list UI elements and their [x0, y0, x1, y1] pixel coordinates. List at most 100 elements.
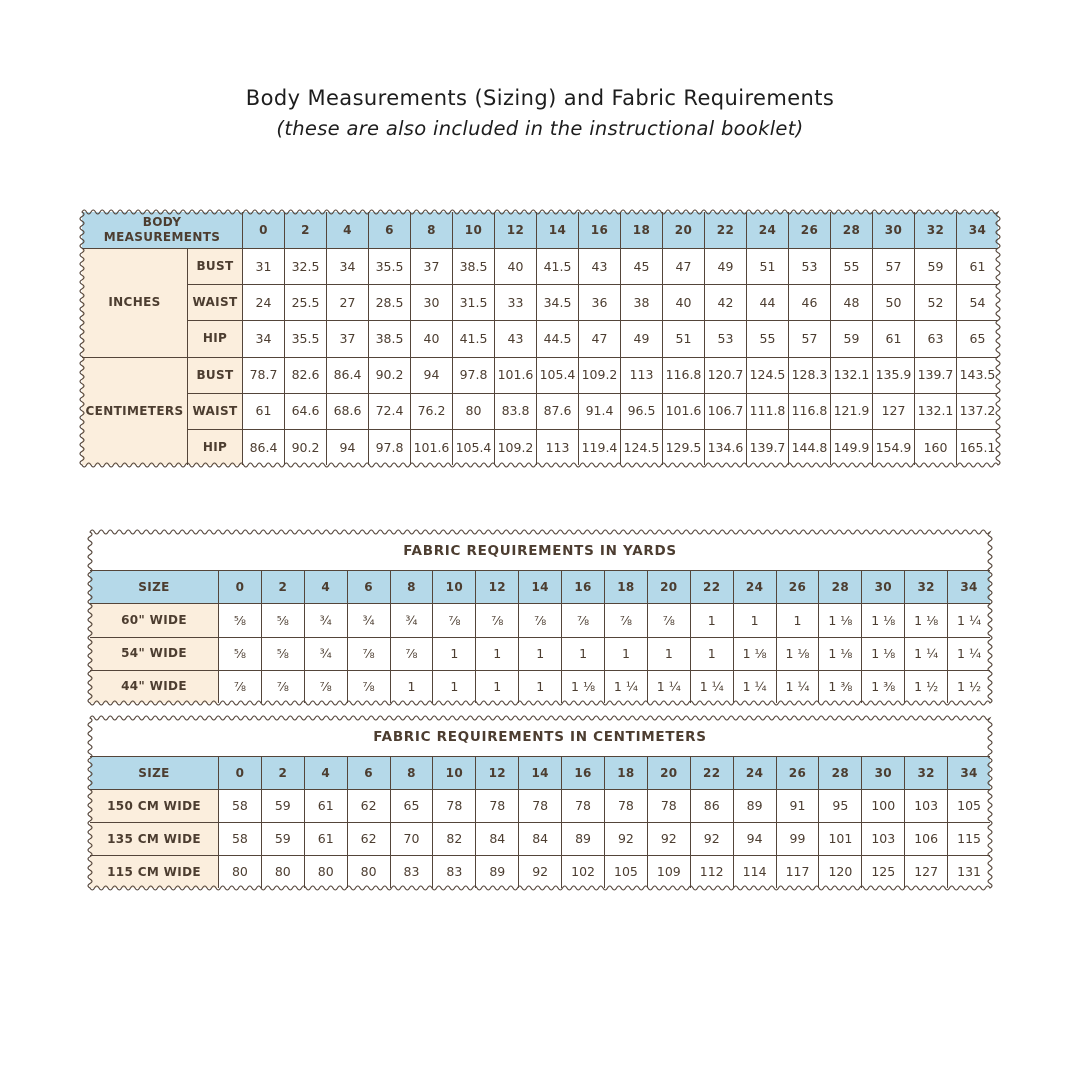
- measurement-value: 132.1: [914, 392, 956, 429]
- fabric-row-label: 135 CM WIDE: [90, 822, 218, 855]
- fabric-value: 1 ¼: [646, 669, 690, 703]
- size-header-cell: 10: [452, 212, 494, 249]
- measurement-value: 113: [536, 428, 578, 465]
- measurement-value: 33: [494, 284, 536, 321]
- measurement-value: 37: [326, 320, 368, 357]
- size-header-cell: 12: [475, 570, 519, 604]
- measurement-value: 134.6: [704, 428, 746, 465]
- fabric-value: 103: [904, 789, 948, 822]
- fabric-yards-grid: FABRIC REQUIREMENTS IN YARDS SIZE 0 2 4 6 8 10 1…: [90, 532, 990, 703]
- fabric-value: 101: [818, 822, 862, 855]
- unit-group-label: INCHES: [82, 248, 187, 357]
- fabric-value: ⅞: [346, 636, 390, 670]
- size-header-cell: 14: [518, 756, 562, 789]
- measurement-value: 28.5: [368, 284, 410, 321]
- fabric-value: 78: [561, 789, 604, 822]
- fabric-value: ⅞: [475, 603, 519, 637]
- size-header-cell: 22: [704, 212, 746, 249]
- measurement-value: 94: [410, 356, 452, 393]
- measurement-value: 124.5: [620, 428, 662, 465]
- size-header-cell: 28: [830, 212, 872, 249]
- fabric-value: 1 ¼: [904, 636, 948, 670]
- fabric-value: 84: [518, 822, 562, 855]
- fabric-value: 1 ¼: [689, 669, 733, 703]
- fabric-value: 95: [818, 789, 862, 822]
- measurement-value: 25.5: [284, 284, 326, 321]
- measurement-value: 91.4: [578, 392, 620, 429]
- size-header-cell: 24: [732, 570, 776, 604]
- measurement-value: 54: [956, 284, 998, 321]
- size-header-cell: 20: [646, 570, 690, 604]
- fabric-value: 1: [432, 669, 476, 703]
- size-header-cell: 32: [904, 570, 948, 604]
- fabric-value: 1: [389, 669, 433, 703]
- fabric-value: ⅝: [218, 636, 261, 670]
- fabric-value: 1 ¼: [947, 636, 990, 670]
- measurement-value: 35.5: [284, 320, 326, 357]
- measurement-value: 42: [704, 284, 746, 321]
- size-header-cell: 34: [947, 570, 990, 604]
- measurement-value: 68.6: [326, 392, 368, 429]
- measurement-value: 48: [830, 284, 872, 321]
- measurement-value: 59: [830, 320, 872, 357]
- measurement-value: 43: [494, 320, 536, 357]
- measurement-value: 64.6: [284, 392, 326, 429]
- measurement-value: 31: [242, 248, 284, 285]
- measurement-value: 34: [326, 248, 368, 285]
- measurement-value: 124.5: [746, 356, 788, 393]
- measurement-value: 55: [746, 320, 788, 357]
- measurement-value: 38.5: [368, 320, 410, 357]
- size-header-cell: 30: [861, 756, 905, 789]
- fabric-value: 61: [303, 822, 347, 855]
- measurement-value: 116.8: [788, 392, 830, 429]
- size-header-cell: 34: [956, 212, 998, 249]
- size-header-cell: 24: [732, 756, 776, 789]
- measurement-value: 49: [704, 248, 746, 285]
- size-header-cell: 16: [561, 570, 604, 604]
- fabric-row-label: 44" WIDE: [90, 669, 218, 703]
- fabric-value: 1: [689, 636, 733, 670]
- measure-row-label: WAIST: [187, 284, 242, 321]
- size-header-cell: 2: [260, 570, 304, 604]
- fabric-value: 83: [389, 855, 433, 888]
- fabric-value: 62: [346, 822, 390, 855]
- fabric-value: ⅞: [260, 669, 304, 703]
- fabric-value: ⅝: [260, 603, 304, 637]
- fabric-value: 92: [604, 822, 647, 855]
- measurement-value: 63: [914, 320, 956, 357]
- measurement-value: 41.5: [536, 248, 578, 285]
- measurement-value: 38: [620, 284, 662, 321]
- measurement-value: 44: [746, 284, 788, 321]
- measurement-value: 37: [410, 248, 452, 285]
- measurement-value: 101.6: [494, 356, 536, 393]
- measurement-value: 65: [956, 320, 998, 357]
- measurement-value: 154.9: [872, 428, 914, 465]
- fabric-value: ¾: [389, 603, 433, 637]
- size-header-cell: 14: [518, 570, 562, 604]
- size-header-cell: 0: [218, 570, 261, 604]
- fabric-value: 78: [475, 789, 519, 822]
- fabric-value: 92: [646, 822, 690, 855]
- size-header-cell: 22: [689, 756, 733, 789]
- measurement-value: 106.7: [704, 392, 746, 429]
- measurement-value: 30: [410, 284, 452, 321]
- fabric-value: ¾: [303, 636, 347, 670]
- fabric-value: 115: [947, 822, 990, 855]
- fabric-yards-table: FABRIC REQUIREMENTS IN YARDS SIZE 0 2 4 6 8 10 1…: [87, 529, 993, 706]
- fabric-value: 1: [775, 603, 819, 637]
- fabric-value: 83: [432, 855, 476, 888]
- measurement-value: 45: [620, 248, 662, 285]
- fabric-value: ⅞: [604, 603, 647, 637]
- fabric-value: 1 ½: [947, 669, 990, 703]
- fabric-value: 112: [689, 855, 733, 888]
- size-header-cell: 26: [775, 570, 819, 604]
- measure-row-label: BUST: [187, 248, 242, 285]
- size-header-cell: 26: [788, 212, 830, 249]
- measurement-value: 139.7: [914, 356, 956, 393]
- measurement-value: 36: [578, 284, 620, 321]
- fabric-value: 105: [604, 855, 647, 888]
- measurement-value: 109.2: [578, 356, 620, 393]
- size-header-cell: 0: [242, 212, 284, 249]
- measurement-value: 129.5: [662, 428, 704, 465]
